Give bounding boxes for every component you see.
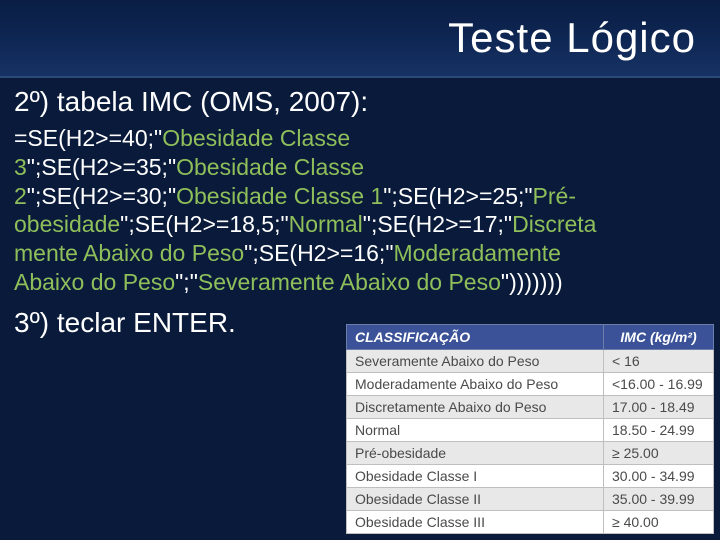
table-cell: Moderadamente Abaixo do Peso (347, 373, 604, 396)
formula-block: =SE(H2>=40;"Obesidade Classe 3";SE(H2>=3… (14, 124, 706, 297)
formula-string: Obesidade Classe (176, 154, 364, 180)
formula-part: ))))))) (509, 269, 563, 295)
formula-part: ;SE(H2>=16; (252, 240, 385, 266)
table-row: Discretamente Abaixo do Peso17.00 - 18.4… (347, 396, 714, 419)
quote: " (280, 211, 288, 237)
formula-part: ;SE(H2>=17; (371, 211, 504, 237)
table-row: Obesidade Classe III≥ 40.00 (347, 511, 714, 534)
formula-part: ;SE(H2>=25; (391, 183, 524, 209)
formula-string: Pré- (533, 183, 576, 209)
quote: " (154, 125, 162, 151)
table-cell: <16.00 - 16.99 (604, 373, 714, 396)
imc-table-container: CLASSIFICAÇÃO IMC (kg/m²) Severamente Ab… (346, 324, 714, 534)
table-row: Normal18.50 - 24.99 (347, 419, 714, 442)
quote: " (363, 211, 371, 237)
table-cell: Obesidade Classe III (347, 511, 604, 534)
formula-string: Moderadamente (393, 240, 561, 266)
quote: " (524, 183, 532, 209)
slide-header: Teste Lógico (0, 0, 720, 78)
table-cell: 18.50 - 24.99 (604, 419, 714, 442)
formula-part: =SE(H2>=40; (14, 125, 154, 151)
formula-string: Discreta (512, 211, 596, 237)
formula-string: Obesidade Classe 1 (176, 183, 383, 209)
table-cell: Discretamente Abaixo do Peso (347, 396, 604, 419)
formula-string: obesidade (14, 211, 120, 237)
table-header-row: CLASSIFICAÇÃO IMC (kg/m²) (347, 325, 714, 350)
slide-title: Teste Lógico (448, 14, 696, 62)
table-cell: < 16 (604, 350, 714, 373)
formula-string: 3 (14, 154, 27, 180)
table-cell: Obesidade Classe II (347, 488, 604, 511)
formula-string: Severamente Abaixo do Peso (198, 269, 501, 295)
quote: " (501, 269, 509, 295)
imc-table: CLASSIFICAÇÃO IMC (kg/m²) Severamente Ab… (346, 324, 714, 534)
formula-part: ;SE(H2>=35; (35, 154, 168, 180)
table-header-imc: IMC (kg/m²) (604, 325, 714, 350)
formula-string: Obesidade Classe (162, 125, 350, 151)
formula-string: Normal (289, 211, 363, 237)
table-header-classificacao: CLASSIFICAÇÃO (347, 325, 604, 350)
table-cell: Obesidade Classe I (347, 465, 604, 488)
table-cell: 17.00 - 18.49 (604, 396, 714, 419)
quote: " (504, 211, 512, 237)
table-cell: 30.00 - 34.99 (604, 465, 714, 488)
table-row: Moderadamente Abaixo do Peso<16.00 - 16.… (347, 373, 714, 396)
table-cell: Normal (347, 419, 604, 442)
formula-string: Abaixo do Peso (14, 269, 175, 295)
table-cell: Pré-obesidade (347, 442, 604, 465)
table-row: Obesidade Classe II35.00 - 39.99 (347, 488, 714, 511)
quote: " (190, 269, 198, 295)
step2-heading: 2º) tabela IMC (OMS, 2007): (14, 86, 706, 118)
table-row: Severamente Abaixo do Peso< 16 (347, 350, 714, 373)
formula-part: ;SE(H2>=30; (35, 183, 168, 209)
formula-part: ;SE(H2>=18,5; (128, 211, 280, 237)
table-row: Obesidade Classe I30.00 - 34.99 (347, 465, 714, 488)
table-cell: ≥ 40.00 (604, 511, 714, 534)
table-cell: 35.00 - 39.99 (604, 488, 714, 511)
table-row: Pré-obesidade≥ 25.00 (347, 442, 714, 465)
slide-content: 2º) tabela IMC (OMS, 2007): =SE(H2>=40;"… (0, 78, 720, 339)
quote: " (168, 154, 176, 180)
formula-string: 2 (14, 183, 27, 209)
quote: " (27, 183, 35, 209)
formula-string: mente Abaixo do Peso (14, 240, 244, 266)
quote: " (168, 183, 176, 209)
quote: " (27, 154, 35, 180)
table-cell: ≥ 25.00 (604, 442, 714, 465)
table-cell: Severamente Abaixo do Peso (347, 350, 604, 373)
